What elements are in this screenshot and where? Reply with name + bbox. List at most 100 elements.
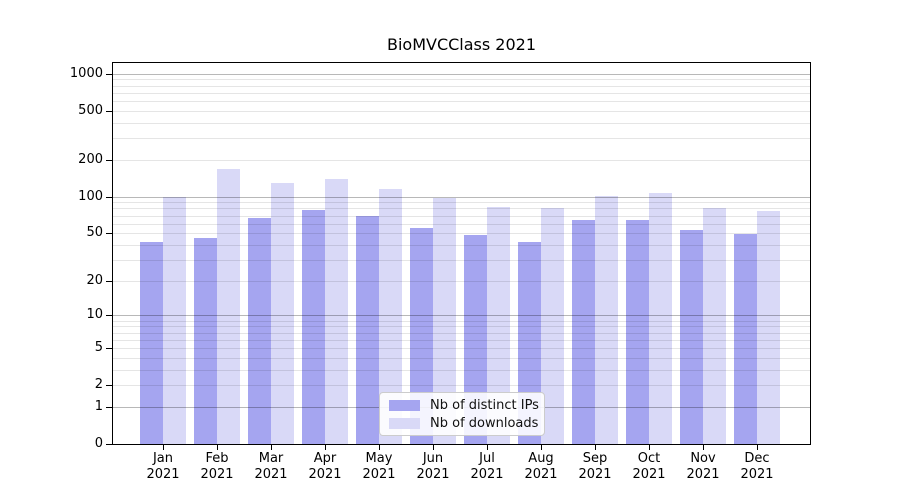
bar-downloads bbox=[757, 210, 780, 444]
minor-gridline bbox=[113, 385, 810, 387]
bar-downloads bbox=[487, 206, 510, 444]
y-tick-mark bbox=[106, 315, 112, 317]
x-tick-line: Jan bbox=[152, 451, 174, 466]
y-tick-mark bbox=[106, 159, 112, 161]
x-tick-label: Jul 2021 bbox=[455, 451, 519, 483]
y-tick-label: 1000 bbox=[69, 65, 103, 81]
x-tick-mark bbox=[433, 445, 434, 450]
x-tick-line: Feb bbox=[205, 451, 229, 466]
x-tick-label: Oct 2021 bbox=[617, 451, 681, 483]
bar-distinct-ips bbox=[140, 242, 163, 444]
x-tick-line: Apr bbox=[313, 451, 337, 466]
bar-distinct-ips bbox=[734, 234, 757, 444]
x-tick-line: Jul bbox=[479, 451, 495, 466]
x-tick-mark bbox=[271, 445, 272, 450]
y-tick-label: 2 bbox=[94, 377, 103, 393]
y-tick-mark bbox=[106, 347, 112, 349]
minor-gridline bbox=[113, 347, 810, 349]
x-tick-line: 2021 bbox=[146, 467, 180, 482]
minor-gridline bbox=[113, 244, 810, 246]
bar-downloads bbox=[163, 196, 186, 444]
y-tick-mark bbox=[106, 444, 112, 445]
x-tick-mark bbox=[595, 445, 596, 450]
x-tick-line: Sep bbox=[582, 451, 608, 466]
y-tick-mark bbox=[106, 280, 112, 282]
minor-gridline bbox=[113, 138, 810, 140]
minor-gridline bbox=[113, 101, 810, 103]
x-tick-label: Jun 2021 bbox=[401, 451, 465, 483]
y-tick-label: 500 bbox=[78, 102, 103, 118]
minor-gridline bbox=[113, 215, 810, 217]
bar-distinct-ips bbox=[356, 215, 379, 444]
y-tick-mark bbox=[106, 385, 112, 387]
bar-downloads bbox=[271, 183, 294, 444]
x-tick-mark bbox=[379, 445, 380, 450]
y-tick-label: 100 bbox=[78, 188, 103, 204]
legend-swatch-distinct-ips bbox=[389, 399, 420, 411]
x-tick-line: Mar bbox=[258, 451, 284, 466]
minor-gridline bbox=[113, 259, 810, 261]
x-tick-mark bbox=[649, 445, 650, 450]
minor-gridline bbox=[113, 280, 810, 282]
x-tick-line: 2021 bbox=[740, 467, 774, 482]
minor-gridline bbox=[113, 208, 810, 210]
x-tick-line: 2021 bbox=[524, 467, 558, 482]
minor-gridline bbox=[113, 332, 810, 334]
y-tick-label: 50 bbox=[86, 225, 103, 241]
x-tick-line: Nov bbox=[690, 451, 716, 466]
y-tick-label: 5 bbox=[94, 339, 103, 355]
chart-title: BioMVCClass 2021 bbox=[386, 35, 537, 54]
legend-item-downloads: Nb of downloads bbox=[389, 415, 539, 431]
x-tick-line: 2021 bbox=[416, 467, 450, 482]
major-gridline bbox=[113, 196, 810, 198]
minor-gridline bbox=[113, 202, 810, 204]
x-tick-label: Apr 2021 bbox=[293, 451, 357, 483]
x-tick-label: Nov 2021 bbox=[671, 451, 735, 483]
x-tick-mark bbox=[487, 445, 488, 450]
x-tick-label: Sep 2021 bbox=[563, 451, 627, 483]
x-tick-label: Dec 2021 bbox=[725, 451, 789, 483]
major-gridline bbox=[113, 315, 810, 317]
legend-label-distinct-ips: Nb of distinct IPs bbox=[430, 397, 539, 413]
x-tick-label: Aug 2021 bbox=[509, 451, 573, 483]
bar-distinct-ips bbox=[410, 228, 433, 444]
minor-gridline bbox=[113, 122, 810, 124]
bar-distinct-ips bbox=[464, 235, 487, 444]
x-tick-line: 2021 bbox=[200, 467, 234, 482]
bars-layer bbox=[113, 63, 810, 444]
y-tick-label: 20 bbox=[86, 272, 103, 288]
x-tick-mark bbox=[325, 445, 326, 450]
bar-downloads bbox=[433, 198, 456, 444]
bar-downloads bbox=[595, 195, 618, 444]
minor-gridline bbox=[113, 326, 810, 328]
minor-gridline bbox=[113, 85, 810, 87]
y-tick-label: 1 bbox=[94, 398, 103, 414]
bar-distinct-ips bbox=[626, 220, 649, 444]
minor-gridline bbox=[113, 159, 810, 161]
x-tick-line: 2021 bbox=[470, 467, 504, 482]
x-tick-label: Jan 2021 bbox=[131, 451, 195, 483]
bar-downloads bbox=[703, 207, 726, 444]
legend-item-distinct-ips: Nb of distinct IPs bbox=[389, 397, 539, 413]
legend: Nb of distinct IPs Nb of downloads bbox=[379, 392, 545, 436]
y-tick-mark bbox=[106, 73, 112, 75]
x-tick-line: 2021 bbox=[632, 467, 666, 482]
y-tick-mark bbox=[106, 196, 112, 198]
legend-swatch-downloads bbox=[389, 417, 420, 429]
x-tick-line: Aug bbox=[528, 451, 554, 466]
x-tick-line: 2021 bbox=[362, 467, 396, 482]
x-tick-mark bbox=[757, 445, 758, 450]
x-tick-line: Jun bbox=[422, 451, 444, 466]
legend-label-downloads: Nb of downloads bbox=[430, 415, 539, 431]
bar-distinct-ips bbox=[194, 237, 217, 444]
y-tick-label: 10 bbox=[86, 307, 103, 323]
minor-gridline bbox=[113, 233, 810, 235]
bar-downloads bbox=[649, 192, 672, 444]
x-tick-mark bbox=[703, 445, 704, 450]
bar-distinct-ips bbox=[680, 230, 703, 444]
y-tick-mark bbox=[106, 233, 112, 235]
bar-distinct-ips bbox=[248, 217, 271, 444]
x-tick-line: 2021 bbox=[254, 467, 288, 482]
bar-downloads bbox=[541, 208, 564, 444]
minor-gridline bbox=[113, 79, 810, 81]
